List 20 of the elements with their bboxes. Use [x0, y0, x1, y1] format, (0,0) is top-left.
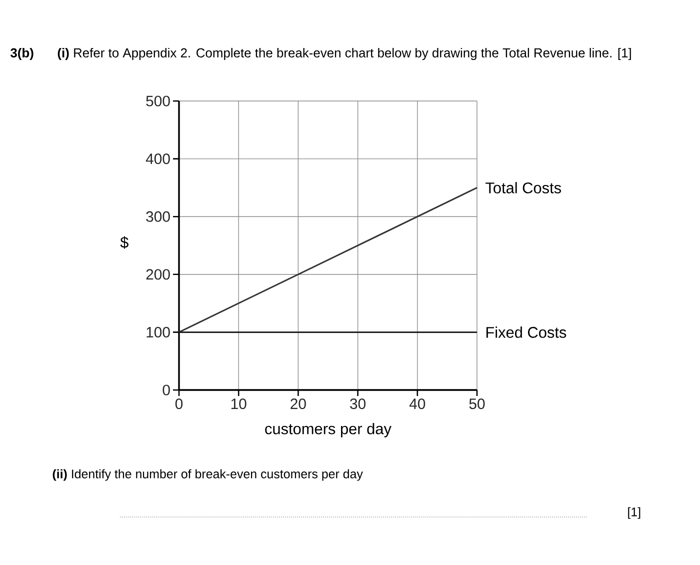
y-axis-title: $ [120, 236, 128, 249]
x-tick-label: 30 [350, 398, 366, 410]
y-tick-label: 100 [146, 326, 170, 338]
y-tick-label: 0 [162, 384, 170, 396]
y-tick-label: 400 [146, 154, 170, 164]
text: (ii) Identify the number of break-even customers per day [52, 469, 363, 481]
series-label: Total Costs [486, 182, 561, 194]
x-tick-label: 20 [290, 398, 306, 410]
series-label: Fixed Costs [486, 326, 566, 338]
x-tick-label: 40 [409, 398, 426, 410]
text: [1] [628, 507, 640, 519]
x-tick-label: 50 [469, 398, 485, 410]
x-axis-title: customers per day [265, 422, 392, 438]
chart-title: (i) Refer to Appendix 2. Complete the break-even chart below by drawing the Total Revenue line. [1] [58, 48, 631, 60]
x-tick-label: 10 [231, 398, 246, 410]
y-tick-label: 300 [146, 211, 170, 222]
text: 3(b) [10, 48, 34, 60]
y-tick-label: 200 [146, 269, 170, 280]
x-tick-label: 0 [175, 398, 183, 410]
y-tick-label: 500 [146, 96, 170, 106]
